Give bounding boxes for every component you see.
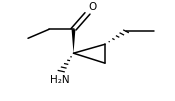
Polygon shape xyxy=(72,29,75,53)
Text: H₂N: H₂N xyxy=(50,75,69,85)
Text: O: O xyxy=(88,2,97,12)
